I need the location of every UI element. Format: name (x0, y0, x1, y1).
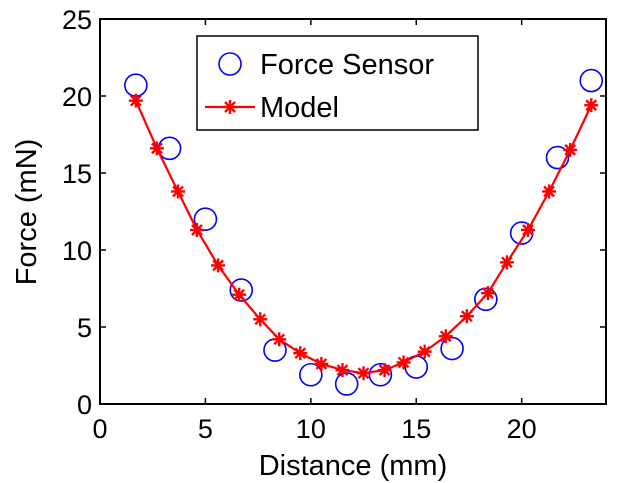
x-tick-label: 5 (198, 414, 213, 444)
x-tick-label: 0 (92, 414, 107, 444)
model-point (356, 366, 371, 381)
legend-model-marker (223, 100, 237, 114)
legend-model-label: Model (260, 92, 339, 124)
series-model (128, 93, 599, 381)
model-point (211, 258, 226, 273)
y-tick-label: 25 (62, 5, 92, 35)
y-tick-label: 10 (62, 236, 92, 266)
x-tick-label: 20 (507, 414, 537, 444)
legend-force-sensor-marker (218, 52, 242, 76)
model-point (520, 222, 535, 237)
model-point (499, 255, 514, 270)
legend: Force Sensor Model (196, 35, 479, 131)
model-point (314, 356, 329, 371)
model-point (584, 98, 599, 113)
x-tick-label: 10 (296, 414, 326, 444)
y-tick-label: 15 (62, 159, 92, 189)
force-sensor-point (229, 278, 254, 302)
model-point (171, 184, 186, 199)
force-sensor-point (299, 362, 323, 387)
model-point (542, 184, 557, 199)
model-point (480, 286, 495, 301)
model-point (293, 346, 308, 361)
force-sensor-point (474, 287, 498, 312)
model-point (417, 344, 432, 359)
legend-box (196, 35, 479, 131)
force-sensor-point (193, 207, 218, 231)
model-point (563, 142, 578, 157)
series-layer (124, 68, 604, 396)
force-sensor-point (579, 68, 604, 93)
model-point (149, 141, 164, 156)
force-sensor-point (545, 145, 570, 170)
legend-force-sensor-label: Force Sensor (260, 49, 434, 81)
model-point (377, 363, 392, 378)
model-point (253, 312, 268, 327)
y-tick-label: 0 (77, 390, 92, 420)
x-tick-label: 15 (401, 414, 431, 444)
model-point (396, 355, 411, 370)
y-tick-label: 20 (62, 82, 92, 112)
force-sensor-point (368, 362, 393, 387)
force-sensor-point (440, 336, 464, 361)
model-point (459, 309, 474, 324)
model-point (438, 329, 453, 344)
model-point (272, 332, 287, 347)
y-tick-label: 5 (77, 313, 92, 343)
ticks: 0 5 10 15 20 0 5 10 15 20 25 (62, 5, 606, 444)
x-axis-label: Distance (mm) (259, 450, 448, 482)
model-point (189, 222, 204, 237)
y-axis-label: Force (mN) (11, 139, 43, 286)
model-point (232, 287, 247, 302)
model-point (335, 363, 350, 378)
model-point (128, 93, 143, 108)
